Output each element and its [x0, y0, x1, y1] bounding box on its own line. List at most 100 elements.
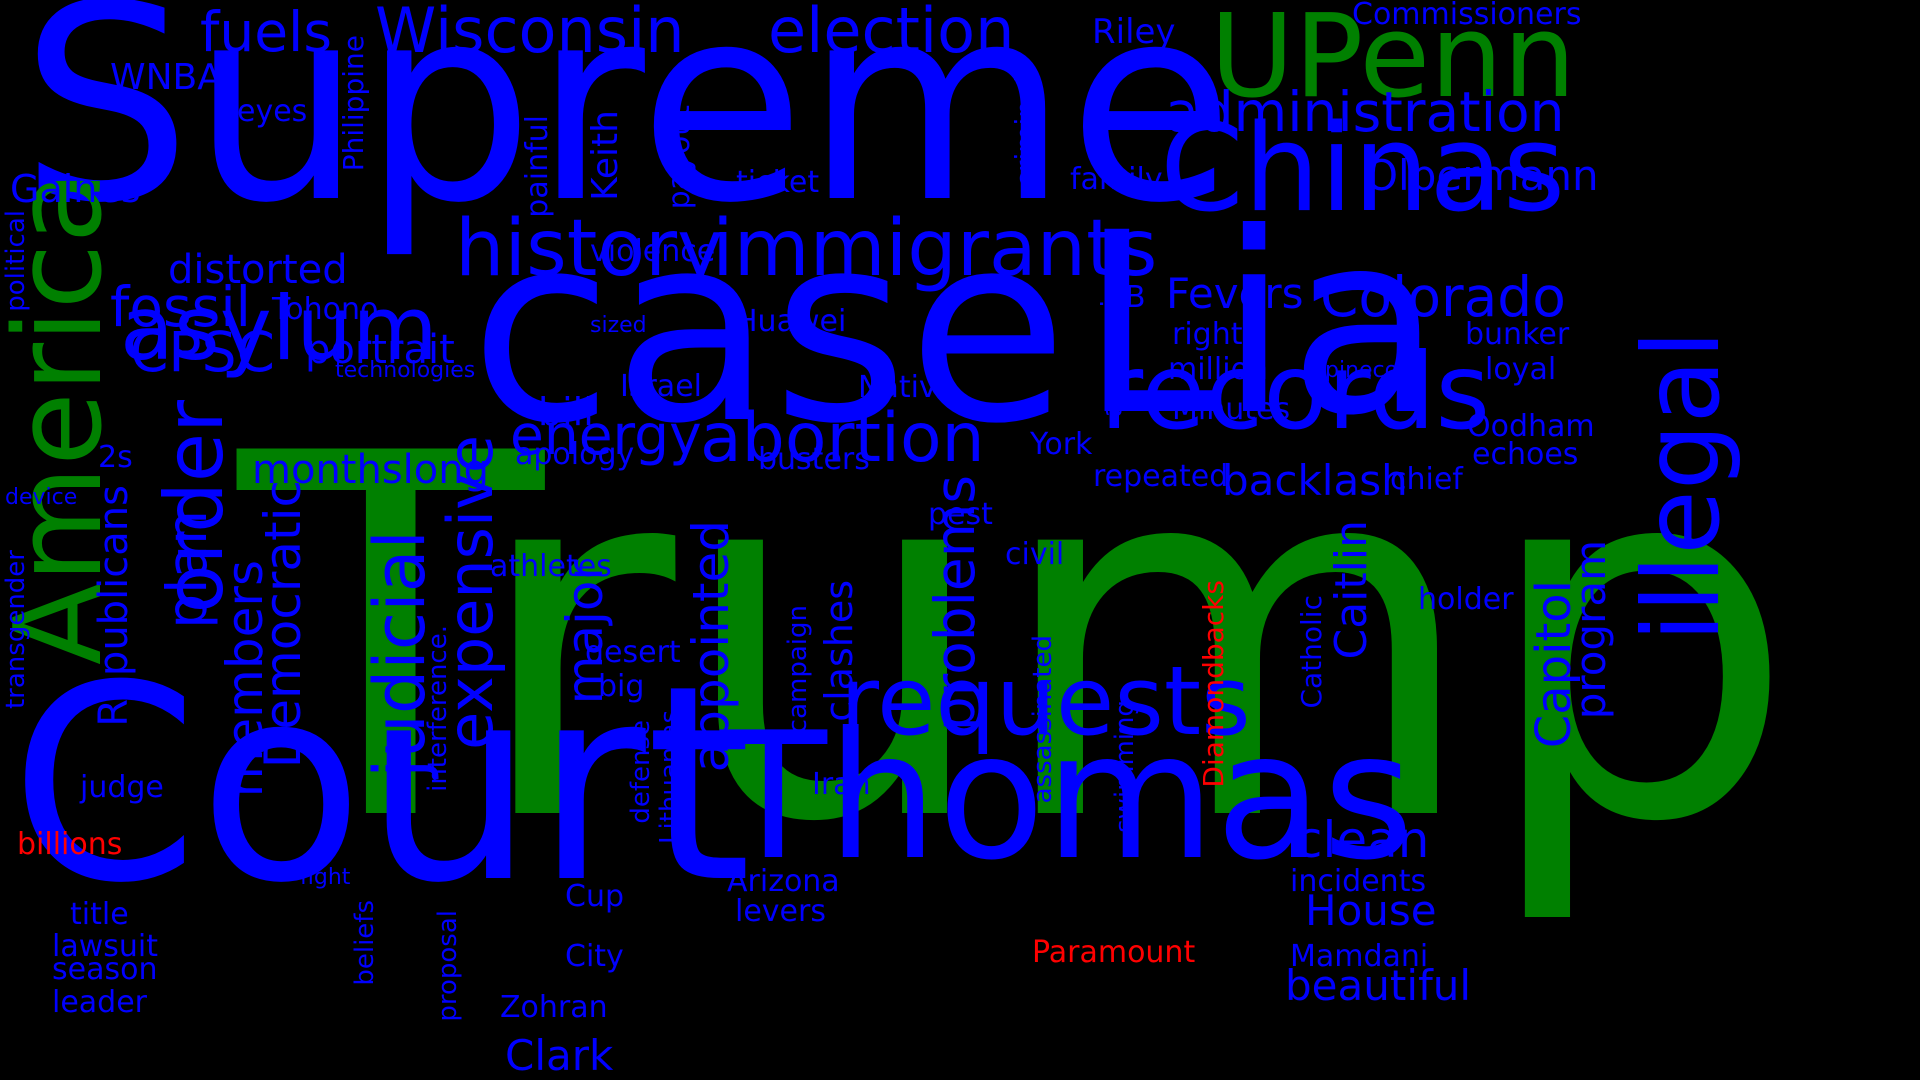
word-proposal: proposal: [433, 910, 463, 1022]
word-rights: rights: [1172, 317, 1259, 352]
word-election: election: [768, 0, 1015, 67]
word-clark: Clark: [505, 1031, 614, 1080]
word-olbermann: Olbermann: [1365, 151, 1599, 200]
word-family: family: [1070, 162, 1163, 197]
word-clean: clean: [1295, 811, 1430, 869]
word-incidents: incidents: [1290, 864, 1427, 899]
word-fight: fight: [300, 865, 351, 890]
word-interference: interference.: [423, 625, 453, 792]
word-democratic: Democratic: [254, 480, 312, 769]
word-riley: Riley: [1092, 12, 1176, 52]
word-aggression: aggression: [1095, 265, 1128, 418]
word-commissioners: Commissioners: [1352, 0, 1582, 32]
word-portrait: portrait: [305, 327, 455, 373]
word-cup: Cup: [565, 879, 625, 914]
word-lawsuit: lawsuit: [52, 929, 158, 964]
word-pinecone: pinecone: [1325, 358, 1426, 383]
word-political: political: [1, 210, 31, 312]
word-season: season: [52, 952, 158, 987]
word-sized: sized: [590, 313, 647, 338]
word-immigrants: immigrants: [712, 204, 1158, 294]
word-thomas: Thomas: [720, 696, 1414, 899]
word-assassinated: assassinated: [1028, 635, 1058, 804]
word-administration: administration: [1165, 80, 1565, 144]
word-plan: plan: [155, 510, 219, 629]
word-billions: billions: [17, 827, 123, 862]
word-israel: Israel: [620, 369, 702, 404]
word-native: Native: [858, 370, 956, 405]
word-fevers: Fevers: [1166, 269, 1304, 318]
word-house: House: [1305, 886, 1437, 935]
word-desert: desert: [585, 635, 681, 670]
word-chinas: Chinas: [1160, 100, 1566, 239]
word-bill: bill: [538, 390, 594, 434]
word-trump: Trump: [238, 349, 1797, 931]
word-wnba: WNBA: [110, 57, 222, 98]
word-diamondbacks: Diamondbacks: [1197, 580, 1230, 788]
word-repeated: repeated: [1093, 459, 1229, 494]
word-appointed: appointed: [682, 520, 740, 773]
word-big: big: [598, 669, 645, 704]
word-eyes: eyes: [237, 94, 308, 129]
word-asylum: asylum: [120, 277, 438, 380]
word-caitlin: Caitlin: [1326, 520, 1377, 660]
word-lia: Lia: [1080, 179, 1442, 470]
word-arizona: Arizona: [727, 864, 840, 899]
word-colorado: Colorado: [1320, 265, 1566, 329]
word-beautiful: beautiful: [1285, 961, 1472, 1010]
word-criminal: criminal: [1009, 75, 1042, 188]
word-violence: violence: [590, 234, 716, 269]
word-technologies: technologies: [335, 358, 476, 383]
word-program: program: [1566, 540, 1615, 720]
word-chief: chief: [1390, 462, 1463, 497]
word-bunker: bunker: [1465, 317, 1570, 352]
word-zohran: Zohran: [500, 990, 608, 1025]
word-huawei: Huawei: [735, 304, 847, 339]
word-title: title: [70, 897, 129, 932]
word-swimming: swimming: [1110, 700, 1140, 833]
word-republicans: Republicans: [91, 485, 137, 727]
word-illegal: illegal: [1621, 330, 1743, 643]
word-levers: levers: [735, 894, 826, 929]
word-apology: apology: [515, 437, 635, 472]
word-million: million: [1168, 352, 1268, 387]
word-2s: 2s: [98, 440, 133, 475]
word-civil: civil: [1005, 537, 1065, 572]
word-iran: Iran: [812, 767, 871, 802]
word-athletes: athletes: [490, 549, 612, 584]
word-loyal: loyal: [1485, 352, 1557, 387]
word-wisconsin: Wisconsin: [375, 0, 685, 67]
word-lithuanias: Lithuanias: [655, 710, 685, 844]
word-painful: painful: [520, 115, 555, 218]
word-mamdani: Mamdani: [1290, 939, 1429, 974]
word-catholic: Catholic: [1295, 595, 1328, 709]
word-pest: pest: [928, 497, 993, 532]
word-philippine: Philippine: [337, 35, 370, 172]
word-energy: energy: [510, 403, 702, 467]
word-distorted: distorted: [168, 247, 348, 293]
word-transgender: transgender: [1, 550, 31, 710]
word-records: records: [1100, 331, 1491, 453]
word-monthslong: monthslong: [252, 447, 489, 493]
word-defense: defense: [626, 720, 656, 824]
word-leader: leader: [52, 985, 148, 1020]
word-beliefs: beliefs: [350, 900, 380, 986]
word-campaign: campaign: [783, 605, 813, 734]
word-device: device: [5, 485, 78, 510]
word-gaines: Gaines: [10, 167, 141, 211]
word-cpsc: CPSC: [130, 320, 275, 384]
word-upenn: UPenn: [1210, 0, 1576, 124]
word-clashes: clashes: [817, 580, 861, 722]
word-busters: busters: [758, 442, 870, 477]
word-court: Court: [10, 627, 752, 942]
word-judge: judge: [80, 770, 164, 805]
word-history: history: [455, 204, 724, 294]
word-minutes: Minutes: [1172, 392, 1291, 427]
word-abortion: abortion: [700, 399, 985, 478]
word-ticket: ticket: [736, 165, 820, 200]
word-paramount: Paramount: [1032, 935, 1196, 970]
word-fossil: fossil: [110, 275, 251, 339]
word-supreme: Supreme: [20, 0, 1235, 262]
word-requests: requests: [840, 647, 1251, 757]
